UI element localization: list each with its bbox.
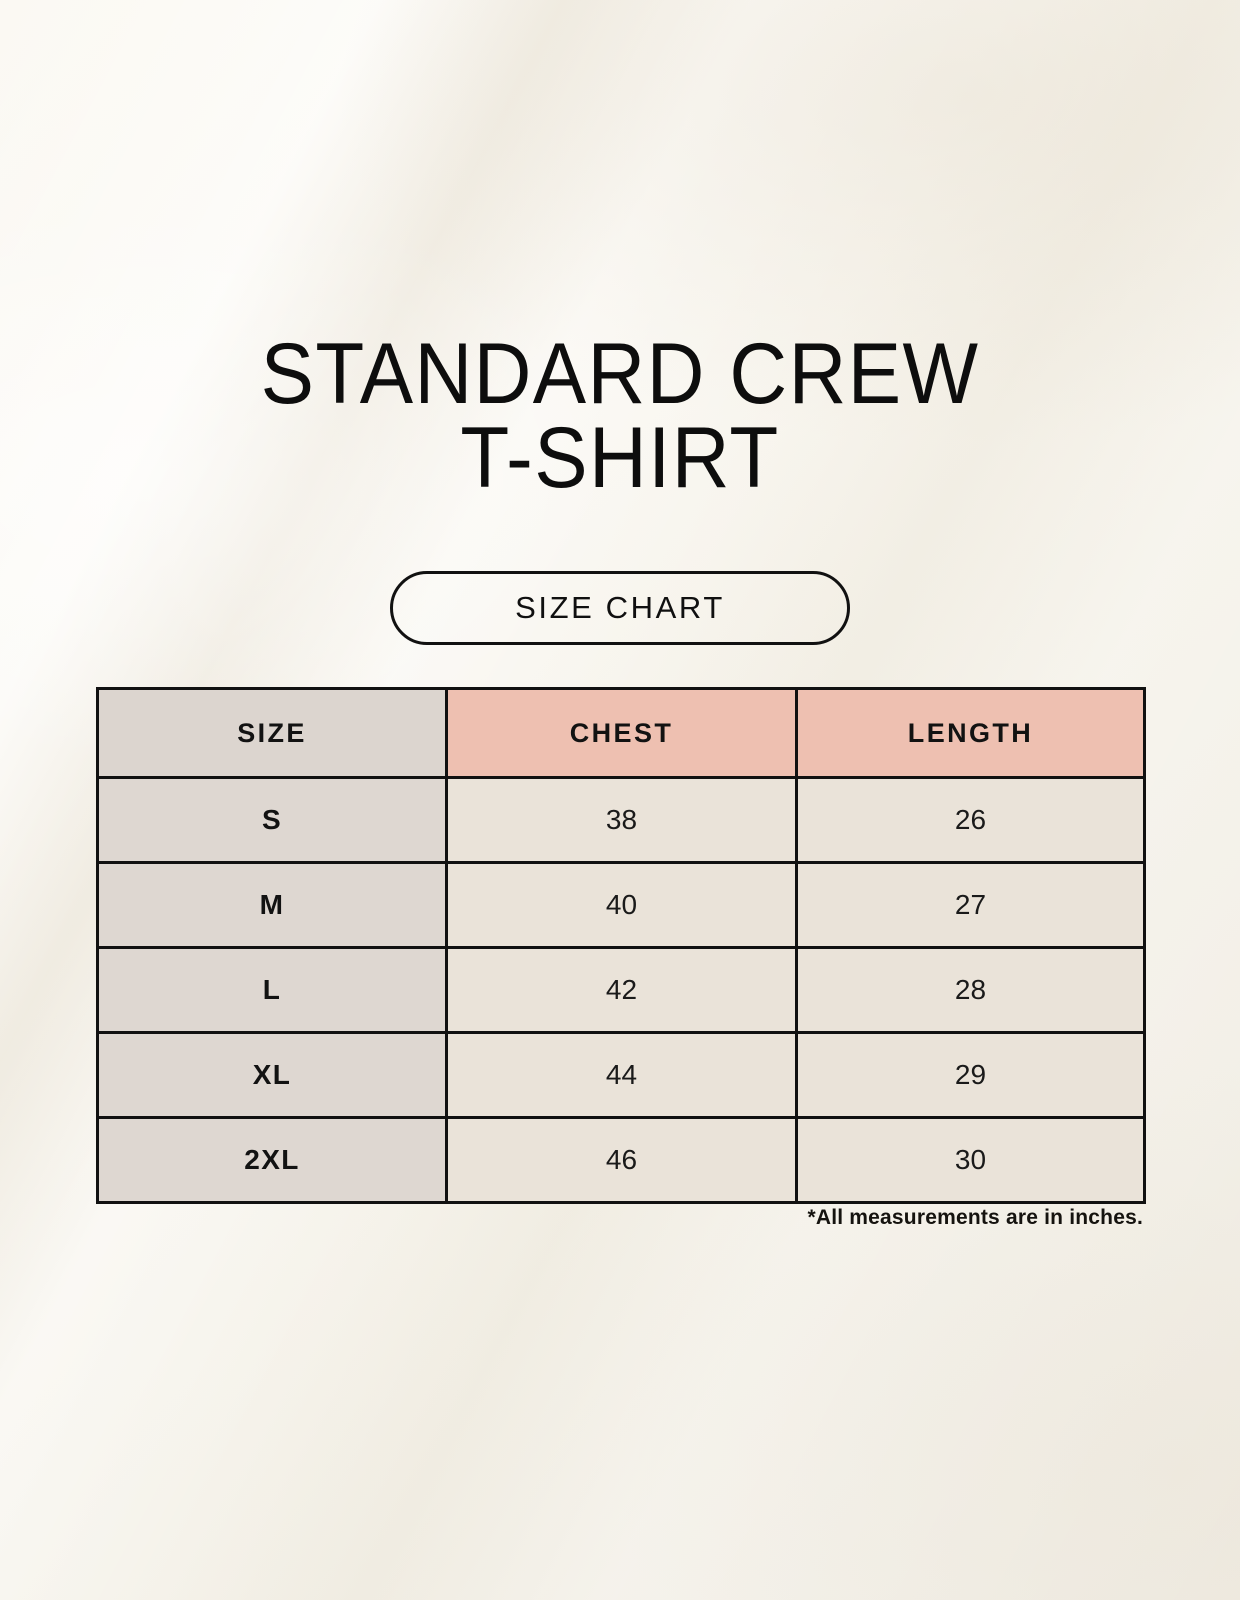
cell-size: S: [96, 776, 448, 864]
cell-chest: 38: [445, 776, 798, 864]
cell-size: L: [96, 946, 448, 1034]
cell-size: 2XL: [96, 1116, 448, 1204]
cell-size: XL: [96, 1031, 448, 1119]
size-table-body: S 38 26 M 40 27 L 42 28 XL 44 29: [96, 776, 1146, 1204]
table-row: L 42 28: [96, 946, 1146, 1034]
column-header-chest: CHEST: [445, 687, 798, 779]
cell-chest: 46: [445, 1116, 798, 1204]
size-chart-badge-container: SIZE CHART: [0, 571, 1240, 645]
table-row: S 38 26: [96, 776, 1146, 864]
cell-chest: 40: [445, 861, 798, 949]
page-title-line-1: STANDARD CREW: [260, 326, 980, 422]
table-row: 2XL 46 30: [96, 1116, 1146, 1204]
size-table-head: SIZE CHEST LENGTH: [96, 687, 1146, 779]
table-row: M 40 27: [96, 861, 1146, 949]
table-header-row: SIZE CHEST LENGTH: [96, 687, 1146, 779]
cell-length: 26: [795, 776, 1146, 864]
column-header-length: LENGTH: [795, 687, 1146, 779]
size-table: SIZE CHEST LENGTH S 38 26 M 40 27 L: [96, 687, 1146, 1204]
page-title-line-2: T-SHIRT: [460, 410, 780, 506]
cell-length: 27: [795, 861, 1146, 949]
measurements-footnote: *All measurements are in inches.: [807, 1206, 1143, 1229]
cell-length: 29: [795, 1031, 1146, 1119]
column-header-size: SIZE: [96, 687, 448, 779]
cell-chest: 42: [445, 946, 798, 1034]
cell-length: 30: [795, 1116, 1146, 1204]
cell-length: 28: [795, 946, 1146, 1034]
table-row: XL 44 29: [96, 1031, 1146, 1119]
page-title: STANDARD CREW T-SHIRT: [0, 326, 1240, 506]
size-table-container: SIZE CHEST LENGTH S 38 26 M 40 27 L: [96, 687, 1146, 1204]
cell-size: M: [96, 861, 448, 949]
cell-chest: 44: [445, 1031, 798, 1119]
size-chart-badge: SIZE CHART: [390, 571, 850, 645]
